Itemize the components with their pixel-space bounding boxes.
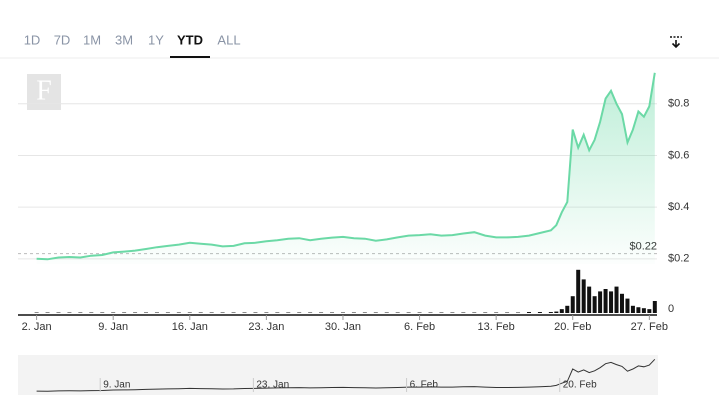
- volume-bar: [647, 309, 651, 313]
- volume-bar: [587, 287, 591, 313]
- volume-bar: [631, 306, 635, 313]
- range-tab[interactable]: 1D: [24, 32, 41, 47]
- y-tick-label: $0.2: [668, 253, 689, 265]
- volume-bar: [598, 291, 602, 313]
- volume-bar: [554, 312, 558, 313]
- navigator-label: 9. Jan: [103, 380, 130, 391]
- navigator-label: 20. Feb: [563, 380, 597, 391]
- volume-bar: [576, 270, 580, 313]
- volume-bar: [609, 291, 613, 313]
- volume-bar: [593, 296, 597, 313]
- y-tick-label: $0.6: [668, 149, 689, 161]
- x-tick-label: 23. Jan: [248, 321, 284, 333]
- volume-bar: [615, 287, 619, 313]
- volume-bar: [625, 299, 629, 313]
- volume-bar: [604, 289, 608, 313]
- range-tab[interactable]: ALL: [217, 32, 240, 47]
- y2-tick-label: 0: [668, 303, 674, 315]
- range-tab[interactable]: YTD: [177, 32, 203, 47]
- download-icon[interactable]: [670, 37, 682, 47]
- x-tick-label: 2. Jan: [22, 321, 52, 333]
- volume-bar: [538, 312, 542, 313]
- x-tick-label: 16. Jan: [172, 321, 208, 333]
- navigator-label: 23. Jan: [256, 380, 289, 391]
- range-tab[interactable]: 7D: [54, 32, 71, 47]
- volume-bar: [549, 312, 553, 313]
- price-line-area: [37, 73, 655, 264]
- x-tick-label: 20. Feb: [554, 321, 591, 333]
- volume-bar: [560, 309, 564, 313]
- volume-bar: [620, 294, 624, 313]
- range-tab[interactable]: 3M: [115, 32, 133, 47]
- volume-bar: [571, 296, 575, 313]
- x-tick-label: 13. Feb: [477, 321, 514, 333]
- volume-bar: [527, 312, 531, 313]
- volume-bar: [636, 307, 640, 313]
- range-tab[interactable]: 1M: [83, 32, 101, 47]
- y-tick-label: $0.8: [668, 98, 689, 110]
- volume-bar: [642, 308, 646, 313]
- x-tick-label: 30. Jan: [325, 321, 361, 333]
- x-tick-label: 6. Feb: [404, 321, 435, 333]
- x-tick-label: 9. Jan: [98, 321, 128, 333]
- volume-bar: [653, 301, 657, 313]
- range-tab[interactable]: 1Y: [148, 32, 164, 47]
- volume-bar: [565, 306, 569, 313]
- volume-bar: [582, 279, 586, 313]
- y-tick-label: $0.4: [668, 201, 689, 213]
- watermark: F: [36, 75, 52, 106]
- x-tick-label: 27. Feb: [631, 321, 668, 333]
- navigator-label: 6. Feb: [410, 380, 439, 391]
